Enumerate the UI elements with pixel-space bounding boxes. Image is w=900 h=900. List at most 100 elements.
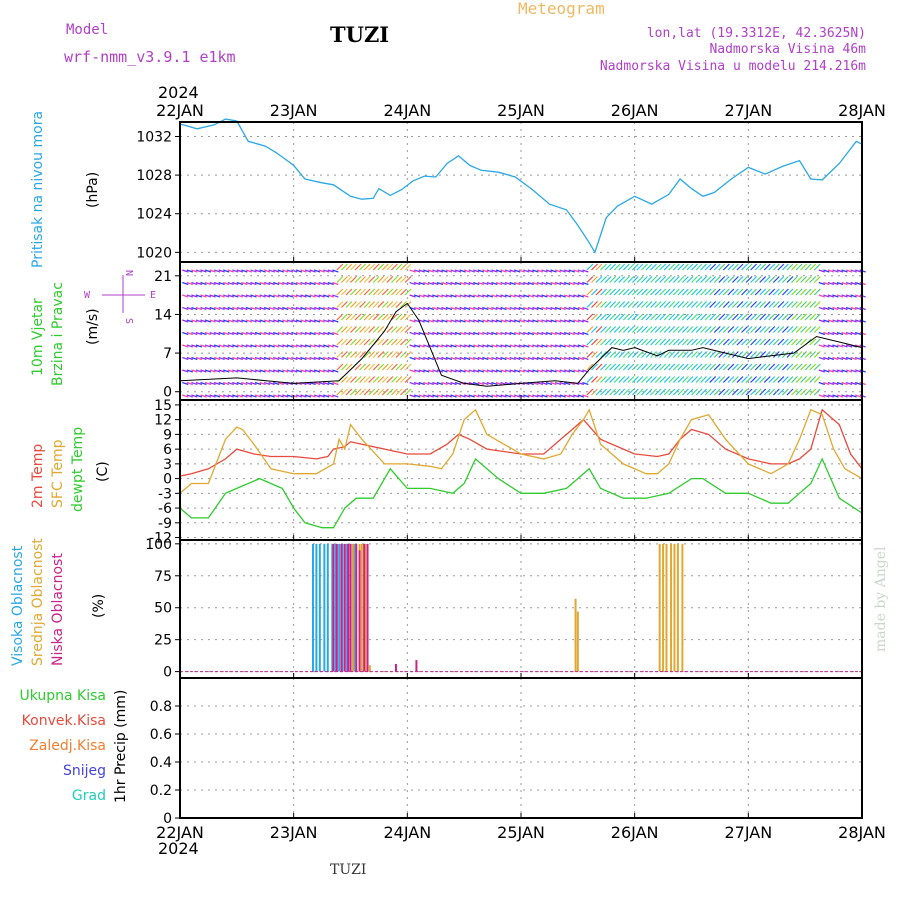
wind-barb bbox=[509, 331, 516, 336]
wind-barb bbox=[209, 269, 216, 273]
y-tick-label: -12 bbox=[149, 531, 172, 547]
wind-barb bbox=[836, 306, 844, 311]
wind-barb bbox=[491, 319, 498, 323]
wind-barb bbox=[641, 376, 648, 383]
wind-barb bbox=[268, 381, 275, 386]
wind-barb bbox=[709, 351, 717, 358]
wind-barb bbox=[559, 281, 566, 286]
wind-barb bbox=[236, 381, 244, 386]
wind-barb bbox=[791, 338, 798, 346]
wind-barb bbox=[413, 369, 421, 373]
wind-barb bbox=[568, 356, 575, 361]
wind-barb bbox=[286, 281, 294, 286]
wind-barb bbox=[681, 301, 689, 308]
wind-barb bbox=[295, 294, 303, 298]
wind-barb bbox=[577, 306, 585, 311]
wind-barb bbox=[427, 294, 434, 298]
wind-barb bbox=[609, 313, 617, 321]
sfc-title: SFC Temp bbox=[50, 439, 66, 508]
wind-barb bbox=[263, 344, 271, 348]
wind-barb bbox=[254, 344, 262, 348]
wind-barb bbox=[731, 351, 739, 358]
wind-barb bbox=[459, 394, 466, 398]
wind-barb bbox=[654, 376, 662, 383]
wind-barb bbox=[536, 319, 544, 323]
wind-barb bbox=[595, 288, 603, 296]
wind-barb bbox=[413, 344, 421, 348]
wind-barb bbox=[772, 276, 780, 283]
wind-barb bbox=[663, 301, 671, 308]
wind-barb bbox=[473, 294, 480, 298]
wind-barb bbox=[345, 301, 353, 308]
wind-barb bbox=[318, 319, 325, 323]
wind-barb bbox=[404, 313, 412, 321]
wind-title-1: 10m Vjetar bbox=[30, 298, 46, 376]
wind-barb bbox=[245, 306, 253, 311]
wind-barb bbox=[259, 356, 266, 361]
wind-barb bbox=[513, 281, 521, 286]
wind-barb bbox=[854, 369, 862, 373]
wind-barb bbox=[263, 269, 271, 273]
wind-barb bbox=[286, 369, 294, 373]
wind-barb bbox=[800, 288, 808, 296]
wind-barb bbox=[554, 356, 562, 361]
wind-barb bbox=[700, 263, 708, 271]
wind-barb bbox=[550, 394, 557, 398]
wind-barb bbox=[491, 294, 498, 298]
wind-barb bbox=[686, 388, 694, 396]
wind-barb bbox=[645, 376, 653, 383]
wind-barb bbox=[395, 363, 403, 371]
wind-barb bbox=[545, 269, 553, 273]
wind-barb bbox=[741, 338, 748, 346]
wind-barb bbox=[368, 263, 376, 271]
wind-barb bbox=[731, 326, 739, 333]
wind-barb bbox=[845, 381, 853, 386]
wind-barb bbox=[677, 363, 685, 371]
wind-barb bbox=[250, 306, 257, 311]
wind-barb bbox=[327, 294, 334, 298]
wind-barb bbox=[450, 281, 457, 286]
wind-barb bbox=[809, 301, 817, 308]
wind-barb bbox=[232, 344, 239, 348]
wind-barb bbox=[564, 369, 571, 373]
wind-barb bbox=[568, 319, 575, 323]
wind-barb bbox=[622, 263, 630, 271]
wind-barb bbox=[631, 351, 639, 358]
wind-barb bbox=[254, 294, 262, 298]
wind-barb bbox=[736, 363, 744, 371]
wind-barb bbox=[663, 363, 671, 371]
wind-barb bbox=[218, 281, 225, 286]
wind-barb bbox=[850, 306, 857, 311]
wind-barb bbox=[686, 376, 694, 383]
wind-barb bbox=[273, 369, 280, 373]
wind-barb bbox=[359, 376, 367, 383]
wind-barb bbox=[477, 306, 484, 311]
wind-barb bbox=[450, 381, 457, 386]
wind-barb bbox=[586, 301, 594, 308]
wind-barb bbox=[259, 319, 266, 323]
wind-barb bbox=[304, 281, 312, 286]
wind-barb bbox=[554, 269, 562, 273]
wind-barb bbox=[509, 319, 516, 323]
wind-barb bbox=[436, 306, 444, 311]
wind-barb bbox=[641, 338, 648, 346]
wind-barb bbox=[841, 369, 848, 373]
wind-barb bbox=[823, 281, 830, 286]
wind-barb bbox=[763, 263, 771, 271]
wind-barb bbox=[536, 369, 544, 373]
wind-barb bbox=[768, 288, 776, 296]
wind-barb bbox=[577, 294, 585, 298]
wind-barb bbox=[209, 306, 216, 311]
wind-barb bbox=[336, 326, 344, 333]
wind-barb bbox=[650, 301, 658, 308]
wind-barb bbox=[441, 281, 448, 286]
wind-barb bbox=[259, 369, 266, 373]
wind-barb bbox=[309, 394, 316, 398]
wind-barb bbox=[223, 356, 230, 361]
wind-barb bbox=[486, 344, 494, 348]
wind-barb bbox=[340, 301, 348, 308]
wind-barb bbox=[254, 356, 262, 361]
wind-barb bbox=[363, 276, 371, 283]
wind-barb bbox=[564, 356, 571, 361]
wind-barb bbox=[736, 276, 744, 283]
